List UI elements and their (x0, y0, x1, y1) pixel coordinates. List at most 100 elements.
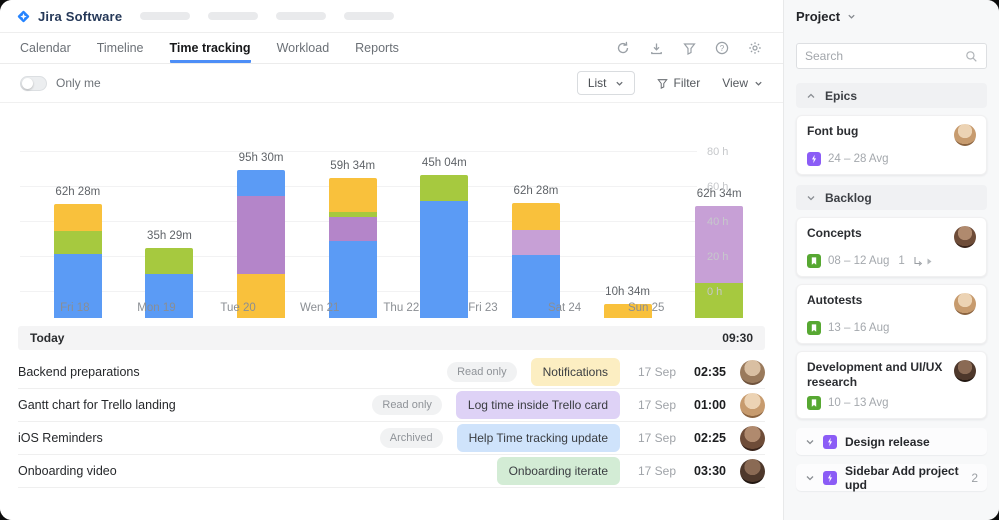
task-tag: Log time inside Trello card (455, 391, 620, 419)
story-icon (807, 321, 821, 335)
tab-reports[interactable]: Reports (355, 40, 399, 55)
section-label: Epics (825, 88, 858, 103)
jira-logo: Jira Software (16, 9, 122, 24)
issue-meta: 10 – 13 Avg (807, 396, 976, 410)
bar-column-thu-22: 45h 04m (399, 65, 491, 318)
task-time: 01:00 (694, 398, 726, 412)
issue-card-concepts[interactable]: Concepts 08 – 12 Aug 1 (796, 217, 987, 277)
tab-time-tracking[interactable]: Time tracking (169, 33, 251, 63)
section-header-backlog[interactable]: Backlog (796, 185, 987, 210)
main-area: Jira Software Calendar Timeline Time track… (0, 8, 783, 488)
chevron-down-icon (806, 193, 816, 203)
bar-total-label: 35h 29m (147, 230, 192, 242)
only-me-toggle[interactable] (20, 75, 47, 91)
search-input[interactable] (805, 49, 965, 63)
task-tag: Help Time tracking update (456, 424, 620, 452)
view-dropdown[interactable]: View (722, 76, 763, 90)
group-count: 2 (971, 470, 978, 485)
task-title: Gantt chart for Trello landing (18, 398, 176, 412)
section-label: Backlog (825, 190, 872, 205)
table-row[interactable]: iOS Reminders Archived Help Time tracking … (18, 422, 765, 455)
subtask-branch-icon[interactable] (912, 254, 933, 268)
bar-segment-green (695, 283, 744, 318)
task-date: 17 Sep (637, 431, 676, 445)
avatar (954, 226, 976, 248)
issue-meta: 13 – 16 Aug (807, 321, 976, 335)
header-placeholder (208, 12, 259, 20)
day-label: Thu 22 (383, 302, 420, 314)
list-dropdown-button[interactable]: List (576, 71, 635, 95)
bar-segment-purple (328, 217, 377, 241)
bar-column-wen-21: 59h 34m (307, 65, 399, 318)
issue-card-autotests[interactable]: Autotests 13 – 16 Aug (796, 284, 987, 344)
chart-y-ticks: 0 h 20 h 40 h 60 h 80 h (707, 135, 749, 298)
issue-card-development-and-ui-ux-research[interactable]: Development and UI/UX research 10 – 13 Av… (796, 351, 987, 419)
stacked-bar[interactable] (145, 248, 194, 318)
bar-segment-purpleLight (511, 229, 560, 255)
bar-segment-yellow (603, 304, 652, 318)
help-icon[interactable]: ? (714, 40, 730, 56)
task-date: 17 Sep (637, 398, 676, 412)
issue-title: Development and UI/UX research (807, 360, 943, 389)
day-label: Sat 24 (547, 302, 582, 314)
stacked-bar[interactable] (695, 206, 744, 318)
tab-calendar[interactable]: Calendar (20, 40, 71, 55)
stacked-bar[interactable] (511, 203, 560, 318)
table-row[interactable]: Gantt chart for Trello landing Read only L… (18, 389, 765, 422)
issue-card-font-bug[interactable]: Font bug 24 – 28 Avg (796, 115, 987, 175)
y-tick-label: 40 h (707, 216, 729, 228)
search-icon (966, 50, 977, 62)
tab-workload[interactable]: Workload (276, 40, 330, 55)
chevron-up-icon (806, 91, 816, 101)
avatar (740, 392, 765, 418)
refresh-icon[interactable] (615, 40, 631, 56)
y-tick-label: 60 h (707, 181, 729, 193)
status-badge: Read only (447, 362, 517, 382)
bar-segment-yellow (511, 203, 560, 230)
download-icon[interactable] (648, 40, 664, 56)
table-row[interactable]: Backend preparations Read only Notificatio… (18, 356, 765, 389)
tab-timeline[interactable]: Timeline (96, 40, 144, 55)
filter-icon[interactable] (681, 40, 697, 56)
today-summary-bar: Today 09:30 (18, 326, 765, 350)
chart-gridline (20, 151, 697, 152)
project-header[interactable]: Project (796, 0, 987, 33)
tabs: Calendar Timeline Time tracking Workload Rep… (20, 33, 399, 63)
bar-segment-green (53, 230, 102, 255)
nav-tabs-row: Calendar Timeline Time tracking Workload Rep… (0, 33, 783, 64)
chart-bars: 62h 28m 35h 29m 95h 30m 59h 34m 45h 04m 62h 2… (32, 65, 765, 318)
collapsed-group-design-release[interactable]: Design release (796, 428, 987, 455)
task-tag: Onboarding iterate (496, 457, 620, 485)
bar-total-label: 62h 28m (55, 186, 101, 199)
issue-meta: 08 – 12 Aug 1 (807, 254, 976, 268)
stacked-bar[interactable] (328, 178, 377, 318)
day-label: Fri 18 (60, 302, 90, 314)
stacked-bar[interactable] (53, 204, 102, 318)
panel-items: Epics Font bug 24 – 28 Avg Backlog Concepts 0… (796, 73, 987, 492)
collapsed-group-sidebar-add-project-upd[interactable]: Sidebar Add project upd 2 (796, 464, 987, 492)
filter-button[interactable]: Filter (656, 76, 700, 90)
chart-toolbar: Only me List Filter View (0, 64, 783, 103)
header-actions: ? (615, 33, 763, 63)
chevron-down-icon (615, 81, 623, 86)
section-header-epics[interactable]: Epics (796, 83, 987, 108)
toolbar-right: List Filter View (576, 71, 763, 95)
task-title: Backend preparations (18, 365, 140, 379)
bar-segment-blue (53, 254, 102, 318)
bar-segment-blue (511, 255, 560, 318)
header-placeholder (344, 12, 395, 20)
issue-meta: 24 – 28 Avg (807, 152, 976, 166)
bar-column-sat-24: 10h 34m (582, 65, 674, 318)
settings-icon[interactable] (747, 40, 763, 56)
logo-text: Jira Software (38, 8, 123, 24)
stacked-bar[interactable] (420, 174, 469, 318)
task-date: 17 Sep (637, 464, 676, 478)
day-label: Wen 21 (299, 302, 340, 314)
bar-total-label: 59h 34m (330, 160, 376, 172)
task-time: 02:35 (694, 365, 726, 379)
stacked-bar[interactable] (237, 170, 286, 318)
table-row[interactable]: Onboarding video Onboarding iterate 17 Sep… (18, 455, 765, 488)
bar-segment-blue (145, 274, 194, 318)
stacked-bar[interactable] (603, 304, 652, 318)
